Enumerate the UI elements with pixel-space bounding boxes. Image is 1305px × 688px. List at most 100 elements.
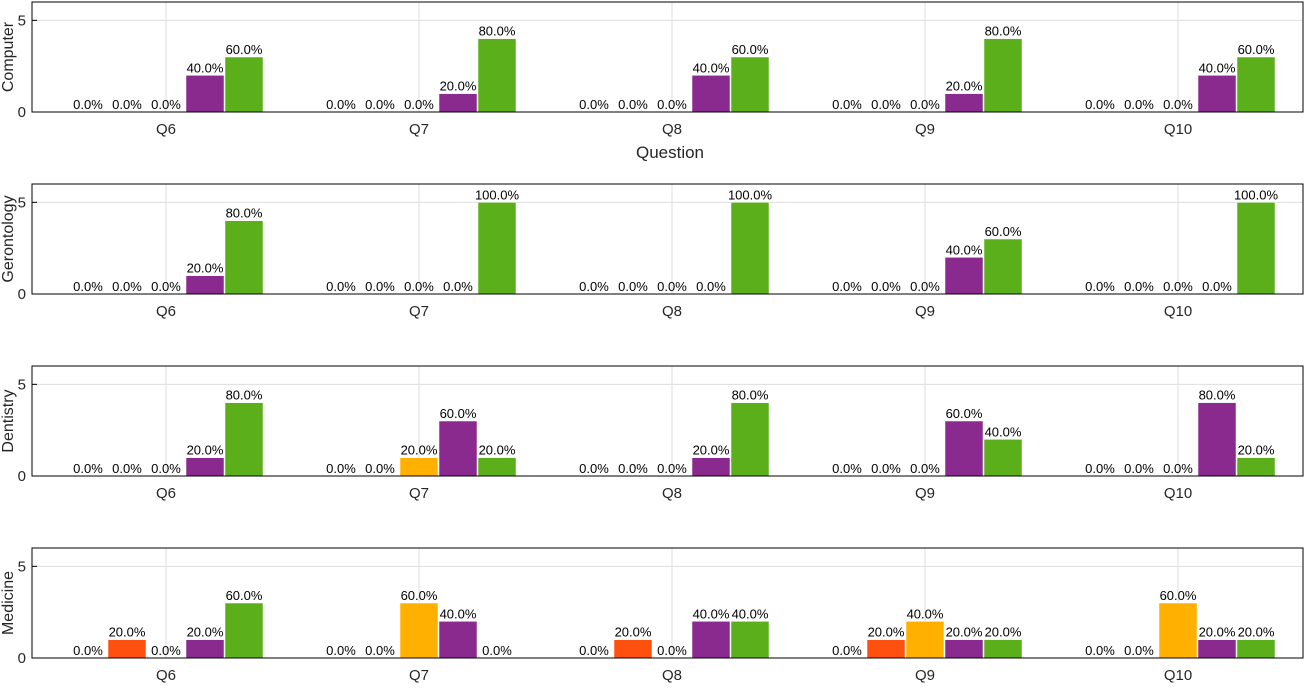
bar <box>866 639 906 659</box>
data-label: 0.0% <box>1124 643 1154 658</box>
bar <box>107 639 147 659</box>
data-label: 40.0% <box>693 60 730 75</box>
data-label: 0.0% <box>579 279 609 294</box>
bar <box>691 457 731 477</box>
data-label: 0.0% <box>151 279 181 294</box>
data-label: 0.0% <box>73 461 103 476</box>
data-label: 0.0% <box>579 461 609 476</box>
x-tick-label: Q8 <box>662 303 682 320</box>
bar <box>1197 402 1237 477</box>
x-tick-label: Q6 <box>156 485 176 502</box>
data-label: 0.0% <box>326 461 356 476</box>
data-label: 100.0% <box>1234 187 1279 202</box>
data-label: 0.0% <box>112 279 142 294</box>
x-tick-label: Q8 <box>662 485 682 502</box>
data-label: 0.0% <box>618 279 648 294</box>
x-tick-label: Q6 <box>156 121 176 138</box>
data-label: 0.0% <box>151 643 181 658</box>
bar <box>1197 639 1237 659</box>
data-label: 0.0% <box>365 279 395 294</box>
data-label: 0.0% <box>1163 97 1193 112</box>
bar <box>224 602 264 659</box>
data-label: 80.0% <box>226 388 263 403</box>
data-label: 0.0% <box>1085 643 1115 658</box>
y-tick-label: 5 <box>18 12 26 29</box>
data-label: 0.0% <box>404 279 434 294</box>
data-label: 80.0% <box>226 206 263 221</box>
bar <box>691 621 731 659</box>
bar <box>983 639 1023 659</box>
axes-box <box>31 365 1304 477</box>
bar <box>399 457 439 477</box>
data-label: 20.0% <box>479 443 516 458</box>
data-label: 0.0% <box>618 97 648 112</box>
data-label: 60.0% <box>226 42 263 57</box>
bar <box>730 202 770 295</box>
y-axis-label: Gerontology <box>0 195 17 282</box>
axes-box <box>31 1 1304 113</box>
x-tick-label: Q9 <box>915 485 935 502</box>
bar <box>438 420 478 477</box>
x-tick-label: Q7 <box>409 485 429 502</box>
data-label: 0.0% <box>73 97 103 112</box>
bar <box>944 639 984 659</box>
bar <box>691 75 731 113</box>
y-tick-label: 0 <box>18 286 26 303</box>
axes-box <box>31 547 1304 659</box>
data-label: 40.0% <box>907 606 944 621</box>
data-label: 0.0% <box>618 461 648 476</box>
data-label: 0.0% <box>579 97 609 112</box>
data-label: 0.0% <box>910 97 940 112</box>
data-label: 20.0% <box>187 261 224 276</box>
data-label: 20.0% <box>401 443 438 458</box>
bar <box>730 402 770 477</box>
data-label: 20.0% <box>1238 625 1275 640</box>
data-label: 0.0% <box>657 643 687 658</box>
x-tick-label: Q7 <box>409 303 429 320</box>
data-label: 40.0% <box>732 606 769 621</box>
data-label: 0.0% <box>657 279 687 294</box>
data-label: 60.0% <box>985 224 1022 239</box>
data-label: 40.0% <box>440 606 477 621</box>
bar <box>944 93 984 113</box>
data-label: 0.0% <box>910 279 940 294</box>
data-label: 40.0% <box>693 606 730 621</box>
x-tick-label: Q9 <box>915 121 935 138</box>
y-tick-label: 0 <box>18 104 26 121</box>
bar <box>185 275 225 295</box>
data-label: 0.0% <box>365 97 395 112</box>
x-tick-label: Q10 <box>1164 303 1192 320</box>
data-label: 20.0% <box>985 625 1022 640</box>
y-tick-label: 5 <box>18 376 26 393</box>
bar <box>983 38 1023 113</box>
bar <box>1158 602 1198 659</box>
y-tick-label: 5 <box>18 558 26 575</box>
y-tick-label: 5 <box>18 194 26 211</box>
data-label: 20.0% <box>109 625 146 640</box>
data-label: 100.0% <box>475 187 520 202</box>
data-label: 0.0% <box>871 279 901 294</box>
data-label: 0.0% <box>1085 97 1115 112</box>
data-label: 60.0% <box>440 406 477 421</box>
data-label: 60.0% <box>1238 42 1275 57</box>
data-label: 0.0% <box>326 97 356 112</box>
bar <box>905 621 945 659</box>
axes-box <box>31 183 1304 295</box>
data-label: 20.0% <box>693 443 730 458</box>
bar <box>1236 202 1276 295</box>
data-label: 0.0% <box>365 461 395 476</box>
y-tick-label: 0 <box>18 650 26 667</box>
bar <box>224 402 264 477</box>
data-label: 40.0% <box>1199 60 1236 75</box>
bar <box>1236 457 1276 477</box>
data-label: 80.0% <box>479 24 516 39</box>
data-label: 20.0% <box>1238 443 1275 458</box>
x-tick-label: Q10 <box>1164 667 1192 683</box>
bar <box>185 457 225 477</box>
bar <box>983 439 1023 477</box>
x-tick-label: Q6 <box>156 303 176 320</box>
data-label: 60.0% <box>732 42 769 57</box>
data-label: 20.0% <box>187 443 224 458</box>
